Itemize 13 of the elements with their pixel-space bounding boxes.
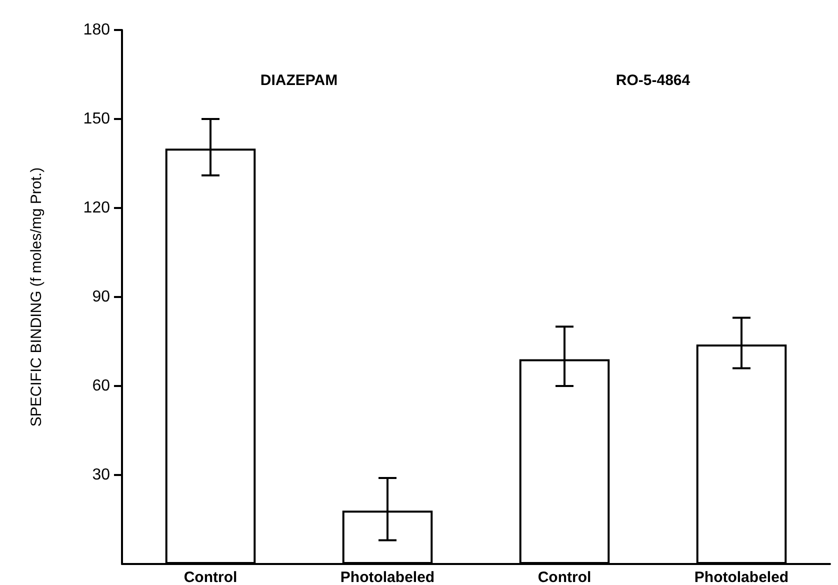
- y-tick-label: 60: [92, 378, 110, 394]
- y-axis-title: SPECIFIC BINDING (f moles/mg Prot.): [28, 167, 45, 427]
- y-tick-label: 180: [83, 22, 110, 38]
- x-tick-label: Photolabeled: [694, 569, 789, 585]
- y-tick-label: 30: [92, 466, 110, 484]
- y-tick-label: 90: [92, 288, 110, 306]
- x-tick-label: Control: [184, 569, 238, 585]
- x-tick-label: Photolabeled: [340, 569, 435, 585]
- x-tick-label: Control: [538, 569, 592, 585]
- y-tick-label: 150: [83, 110, 110, 128]
- y-tick-label: 120: [83, 200, 110, 216]
- annotation: DIAZEPAM: [260, 72, 338, 90]
- annotation: RO-5-4864: [616, 72, 691, 90]
